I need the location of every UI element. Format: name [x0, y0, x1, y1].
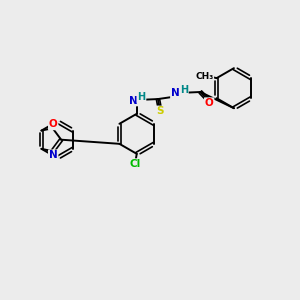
Text: O: O: [205, 98, 214, 108]
Text: CH₃: CH₃: [195, 72, 213, 81]
Text: N: N: [49, 150, 58, 160]
Text: H: H: [137, 92, 146, 102]
Text: Cl: Cl: [130, 159, 141, 169]
Text: N: N: [128, 95, 137, 106]
Text: S: S: [156, 106, 164, 116]
Text: H: H: [180, 85, 188, 95]
Text: N: N: [171, 88, 180, 98]
Text: O: O: [49, 119, 58, 129]
